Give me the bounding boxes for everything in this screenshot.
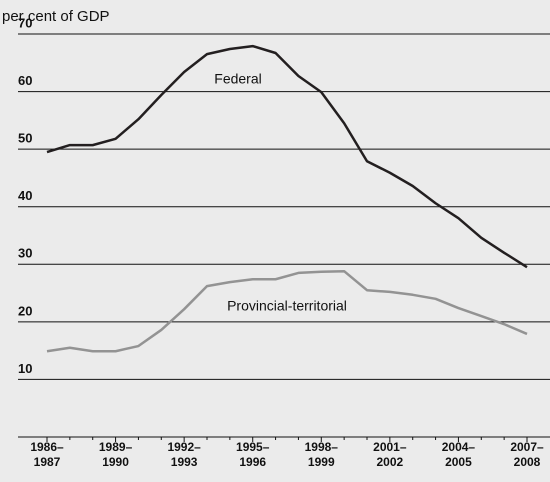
series-label: Federal: [214, 71, 261, 87]
x-tick-label: 2004–2005: [441, 440, 476, 469]
y-axis-label: per cent of GDP: [2, 8, 110, 25]
x-tick-label: 2001–2002: [373, 440, 407, 469]
x-tick-label: 1998–1999: [304, 440, 338, 469]
y-tick-label: 20: [18, 303, 32, 318]
line: [46, 269, 528, 353]
series-label: Provincial-territorial: [227, 298, 347, 314]
x-tick-label: 1995–1996: [236, 440, 270, 469]
y-tick-label: 40: [18, 188, 32, 203]
x-tick-label: 1986–1987: [30, 440, 64, 469]
x-tick-label: 1992–1993: [167, 440, 201, 469]
y-tick-label: 10: [18, 361, 32, 376]
y-tick-label: 30: [18, 246, 32, 261]
x-tick-label: 1989–1990: [98, 440, 133, 469]
y-tick-label: 60: [18, 73, 32, 88]
y-tick-label: 70: [18, 15, 32, 30]
line: [46, 44, 528, 269]
x-tick-label: 2007–2008: [510, 440, 544, 469]
y-tick-label: 50: [18, 131, 32, 146]
